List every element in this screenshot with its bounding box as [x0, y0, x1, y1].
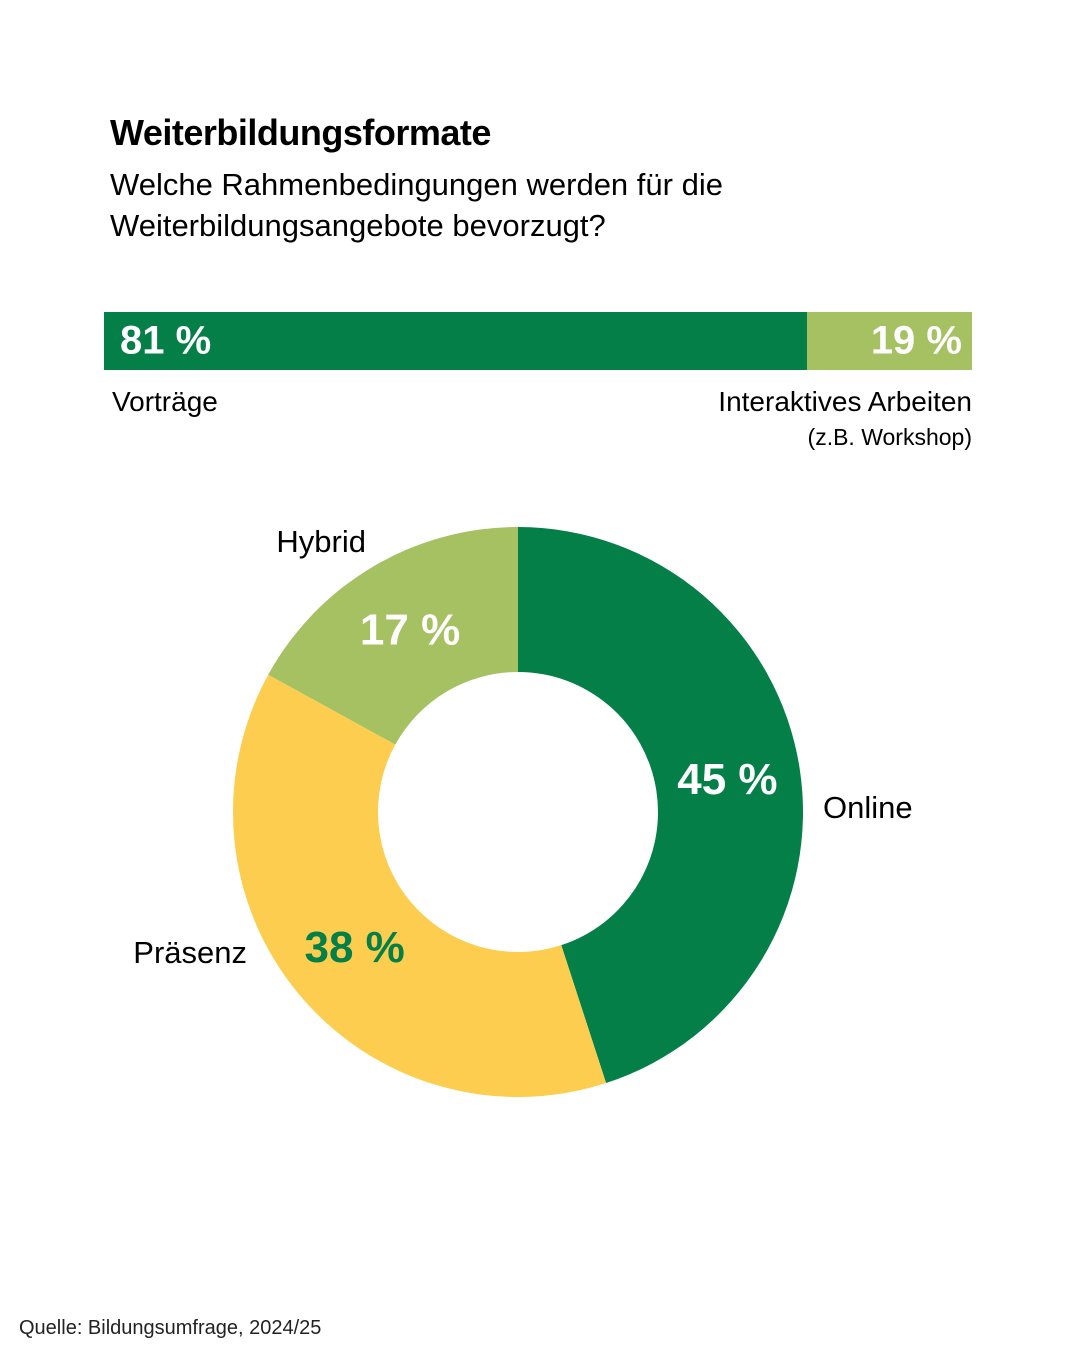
chart-subtitle: Welche Rahmenbedingungen werden für die … — [110, 167, 723, 243]
bar-value-label-interaktives-arbeiten: 19 % — [870, 318, 962, 363]
donut-value-label-hybrid: 17 % — [360, 606, 460, 655]
donut-slice-hybrid — [268, 527, 518, 745]
donut-slice-praesenz — [232, 674, 607, 1097]
donut-category-label-praesenz: Präsenz — [133, 935, 247, 970]
donut-value-label-online: 45 % — [677, 755, 777, 804]
donut-category-label-online: Online — [823, 790, 913, 825]
bar-segment-interaktives-arbeiten: 19 % — [807, 312, 972, 370]
stacked-bar: 81 % 19 % — [104, 312, 972, 370]
bar-segment-vortraege: 81 % — [104, 312, 808, 370]
donut-category-label-hybrid: Hybrid — [276, 524, 366, 559]
donut-slice-online — [518, 527, 803, 1084]
bar-value-label-vortraege: 81 % — [120, 318, 212, 363]
donut-value-label-praesenz: 38 % — [305, 923, 405, 972]
source-note: Quelle: Bildungsumfrage, 2024/25 — [19, 1317, 322, 1339]
bar-category-note-interaktives-arbeiten: (z.B. Workshop) — [807, 424, 972, 450]
bar-category-label-interaktives-arbeiten: Interaktives Arbeiten — [718, 386, 972, 417]
bar-category-label-vortraege: Vorträge — [112, 386, 218, 417]
chart-title: Weiterbildungsformate — [110, 112, 491, 153]
